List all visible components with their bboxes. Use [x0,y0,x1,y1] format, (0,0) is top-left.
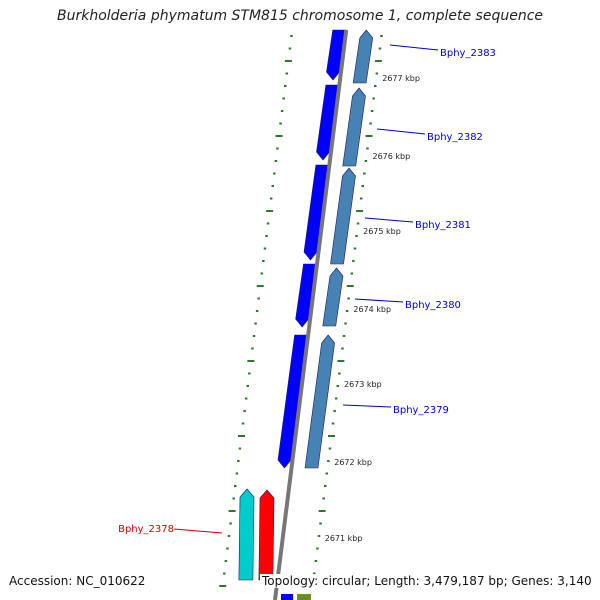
forward-gene-block [295,263,317,328]
gene-leader-line [364,217,414,223]
scale-label: 2675 kbp [363,227,401,236]
forward-gene-block [326,29,347,81]
scale-label: 2673 kbp [344,380,382,389]
gene-label: Bphy_2378 [118,524,174,535]
map-title: Burkholderia phymatum STM815 chromosome … [56,8,543,24]
topology-text: Topology: circular; Length: 3,479,187 bp… [260,574,592,588]
highlight-reverse-gene [238,488,255,581]
scale-label: 2674 kbp [353,305,391,314]
forward-gene-block [277,334,308,469]
gene-label: Bphy_2381 [415,220,471,231]
scale-labels: 2677 kbp 2676 kbp 2675 kbp 2674 kbp 2673 kbp… [325,74,420,543]
bottom-other-gene [297,594,311,600]
accession-text: Accession: NC_010622 [9,574,146,588]
forward-gene-block [316,84,340,161]
reverse-gene-block [322,267,344,327]
gene-label: Bphy_2380 [405,300,461,311]
scale-label: 2676 kbp [373,152,411,161]
gene-label: Bphy_2379 [393,405,449,416]
gene-features [238,29,374,600]
gene-leader-line [389,44,439,51]
scale-label: 2672 kbp [334,458,372,467]
reverse-gene-block [352,29,374,84]
gene-label: Bphy_2382 [427,132,483,143]
gene-leader-line [173,528,223,534]
backbone-line [273,29,349,600]
highlight-forward-gene [258,489,275,581]
gene-labels: Bphy_2383 Bphy_2382 Bphy_2381 Bphy_2380 Bphy… [118,44,496,535]
scale-label: 2677 kbp [382,74,420,83]
tick-marks [219,35,383,587]
reverse-gene-block [342,87,366,167]
gene-leader-line [376,128,426,135]
gene-label: Bphy_2383 [440,48,496,59]
reverse-gene-block [330,167,356,265]
scale-label: 2671 kbp [325,534,363,543]
gene-leader-line [354,298,404,303]
backbone-axis [273,29,349,600]
reverse-gene-block [304,334,335,469]
gene-leader-line [342,404,392,408]
forward-gene-block [303,164,330,261]
bottom-forward-gene [281,594,293,600]
